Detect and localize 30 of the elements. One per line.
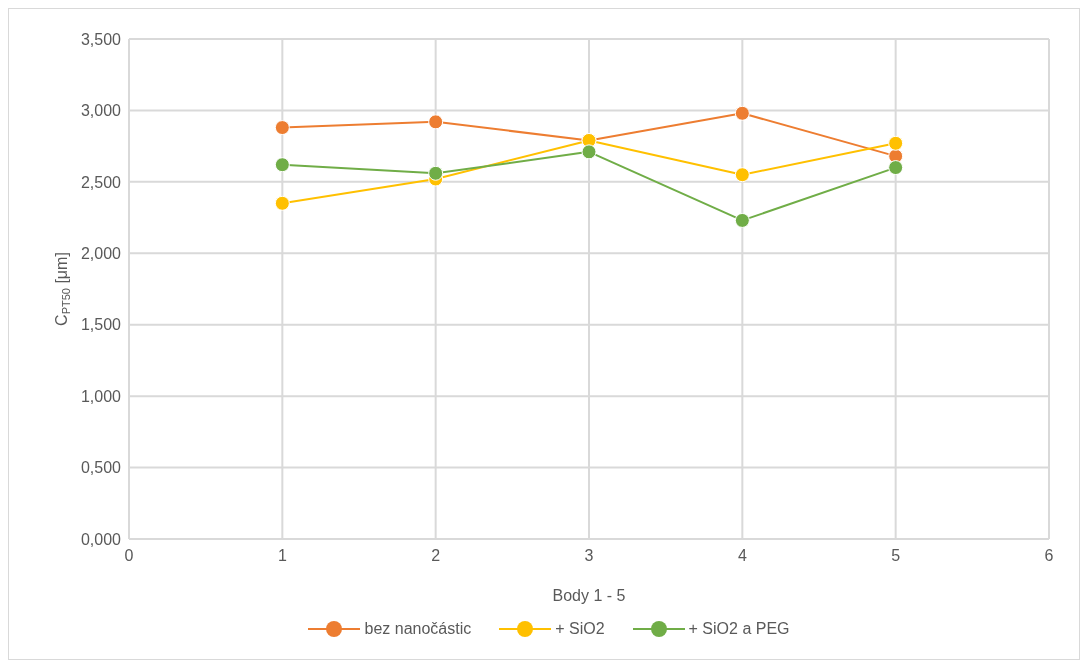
y-tick-label: 3,000 bbox=[80, 102, 122, 120]
x-tick-label: 4 bbox=[737, 547, 747, 564]
legend-label: bez nanočástic bbox=[363, 619, 472, 639]
y-tick-label: 3,500 bbox=[80, 30, 122, 48]
point bbox=[734, 167, 750, 183]
point bbox=[734, 212, 750, 228]
x-tick-label: 6 bbox=[1044, 547, 1054, 564]
legend-label: + SiO2 a PEG bbox=[687, 619, 790, 639]
y-tick-label: 1,500 bbox=[80, 316, 122, 334]
point bbox=[274, 157, 290, 173]
point bbox=[734, 105, 750, 121]
y-tick-label: 0,500 bbox=[80, 459, 122, 477]
y-tick-label: 2,500 bbox=[80, 173, 122, 191]
x-tick-label: 1 bbox=[277, 547, 287, 564]
y-tick-label: 1,000 bbox=[80, 387, 122, 405]
x-tick-label: 2 bbox=[431, 547, 441, 564]
x-tick-label: 3 bbox=[584, 547, 594, 564]
point bbox=[274, 120, 290, 136]
point bbox=[274, 195, 290, 211]
x-axis-title: Body 1 - 5 bbox=[552, 587, 626, 604]
legend-label: + SiO2 bbox=[554, 619, 605, 639]
point bbox=[428, 114, 444, 130]
point bbox=[581, 144, 597, 160]
x-tick-label: 0 bbox=[124, 547, 134, 564]
point bbox=[428, 165, 444, 181]
x-tick-label: 5 bbox=[891, 547, 901, 564]
point bbox=[888, 135, 904, 151]
y-tick-label: 0,000 bbox=[80, 530, 122, 548]
y-tick-label: 2,000 bbox=[80, 244, 122, 262]
point bbox=[888, 160, 904, 176]
